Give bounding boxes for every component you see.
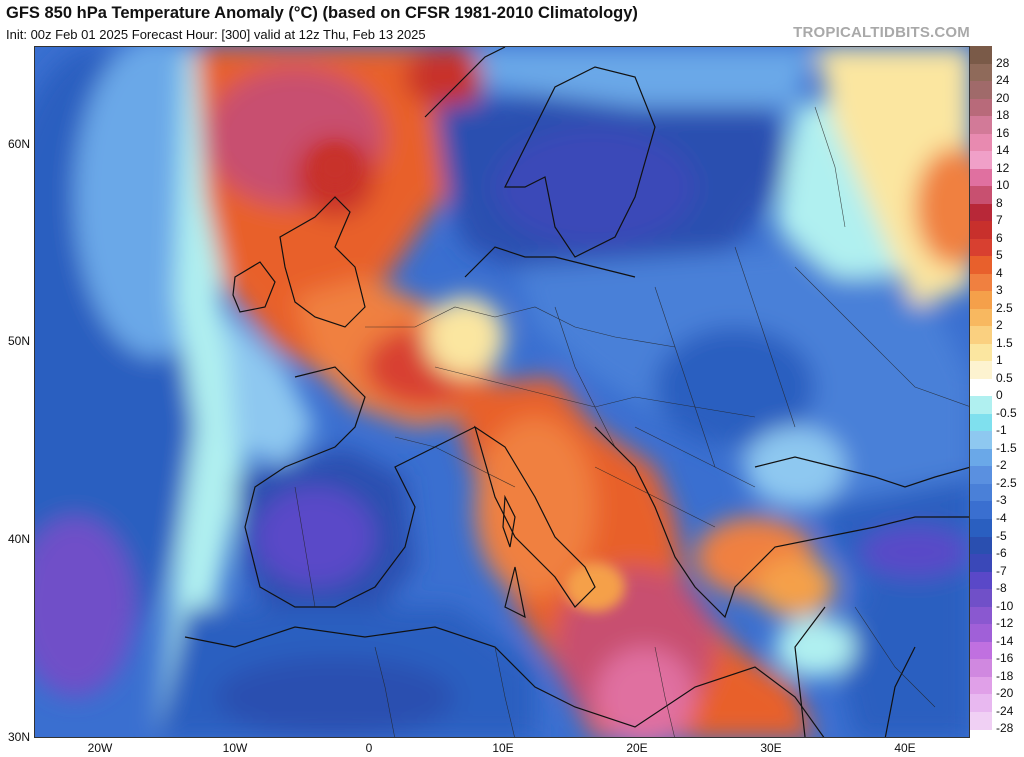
colorbar-cell [970,466,992,485]
colorbar-label: -6 [996,546,1007,561]
colorbar-label: 12 [996,160,1010,175]
colorbar-cell [970,483,992,503]
colorbar-cell [970,133,992,152]
map-title: GFS 850 hPa Temperature Anomaly (°C) (ba… [6,4,638,22]
colorbar-label: -0.5 [996,405,1017,420]
colorbar-label: -2 [996,458,1007,473]
lon-tick-20e: 20E [626,741,648,755]
colorbar-label: 7 [996,213,1003,228]
colorbar-label: -7 [996,563,1007,578]
colorbar-cell [970,63,992,82]
colorbar-cell [970,238,992,257]
colorbar-cell [970,448,992,468]
colorbar-label: 2.5 [996,300,1013,315]
colorbar-cell [970,343,992,362]
colorbar-label: -4 [996,511,1007,525]
colorbar-cell [970,151,992,170]
watermark: TROPICALTIDBITS.COM [793,24,970,41]
colorbar-cell [970,291,992,310]
colorbar-cell [970,361,992,380]
colorbar-cell [970,589,992,608]
colorbar-cell [970,308,992,327]
colorbar [970,46,992,738]
lon-tick-40e: 40E [894,741,916,755]
colorbar-cell [970,378,992,397]
lat-tick-40n: 40N [7,532,30,546]
colorbar-cell [970,186,992,205]
colorbar-cell [970,571,992,590]
colorbar-label: -3 [996,493,1007,508]
colorbar-label: -20 [996,686,1014,701]
colorbar-label: 16 [996,125,1010,140]
anomaly-field [35,47,969,737]
lon-tick-10w: 10W [222,741,248,755]
colorbar-label: -8 [996,581,1007,596]
colorbar-cell [970,273,992,292]
colorbar-cell [970,641,992,660]
colorbar-label: -18 [996,668,1014,683]
colorbar-cell [970,221,992,240]
colorbar-cell [970,98,992,117]
colorbar-label: 1.5 [996,335,1013,350]
colorbar-label: 6 [996,230,1003,245]
colorbar-cell [970,659,992,678]
lon-tick-0: 0 [365,741,373,755]
colorbar-cell [970,396,992,415]
temperature-anomaly-map [35,47,969,737]
colorbar-label: 3 [996,283,1003,298]
colorbar-label: -1 [996,423,1007,438]
colorbar-label: 2 [996,318,1003,333]
colorbar-label: 0 [996,388,1003,403]
colorbar-label: 8 [996,195,1003,210]
colorbar-cell [970,519,992,538]
colorbar-label: -24 [996,703,1014,718]
colorbar-label: -10 [996,598,1014,613]
colorbar-cell [970,46,992,65]
colorbar-cell [970,326,992,345]
colorbar-label: 18 [996,108,1010,123]
colorbar-cell [970,256,992,275]
colorbar-label: 0.5 [996,370,1013,385]
colorbar-cell [970,676,992,695]
colorbar-cell [970,536,992,555]
colorbar-label: -14 [996,633,1014,648]
colorbar-cell [970,624,992,643]
colorbar-cell [970,694,992,713]
colorbar-label: 14 [996,143,1010,158]
map-subtitle: Init: 00z Feb 01 2025 Forecast Hour: [30… [6,27,426,42]
colorbar-cell [970,554,992,573]
borders [294,106,969,737]
colorbar-cell [970,431,992,450]
colorbar-label: -1.5 [996,440,1017,455]
lat-tick-60n: 60N [7,137,30,151]
colorbar-label: 28 [996,55,1010,70]
colorbar-label: -12 [996,616,1014,631]
colorbar-cell [970,413,992,432]
colorbar-cell [970,116,992,135]
colorbar-cell [970,203,992,222]
colorbar-label: 1 [996,353,1003,368]
colorbar-label: 10 [996,178,1010,193]
lon-tick-20w: 20W [87,741,113,755]
colorbar-cell [970,501,992,520]
colorbar-label: -28 [996,721,1014,736]
map-area [34,46,970,738]
colorbar-cell [970,606,992,625]
colorbar-label: 5 [996,248,1003,263]
colorbar-label: 20 [996,90,1010,105]
colorbar-cell [970,168,992,187]
colorbar-label: -5 [996,528,1007,543]
header: GFS 850 hPa Temperature Anomaly (°C) (ba… [0,0,1024,44]
coastlines [184,47,969,737]
lat-tick-50n: 50N [7,334,30,348]
colorbar-label: -16 [996,651,1014,666]
lon-tick-30e: 30E [760,741,782,755]
colorbar-cell [970,81,992,100]
colorbar-label: 24 [996,73,1010,88]
lon-tick-10e: 10E [492,741,514,755]
colorbar-cell [970,711,992,730]
colorbar-label: 4 [996,265,1003,280]
colorbar-label: -2.5 [996,475,1017,490]
lat-tick-30n: 30N [7,730,30,744]
